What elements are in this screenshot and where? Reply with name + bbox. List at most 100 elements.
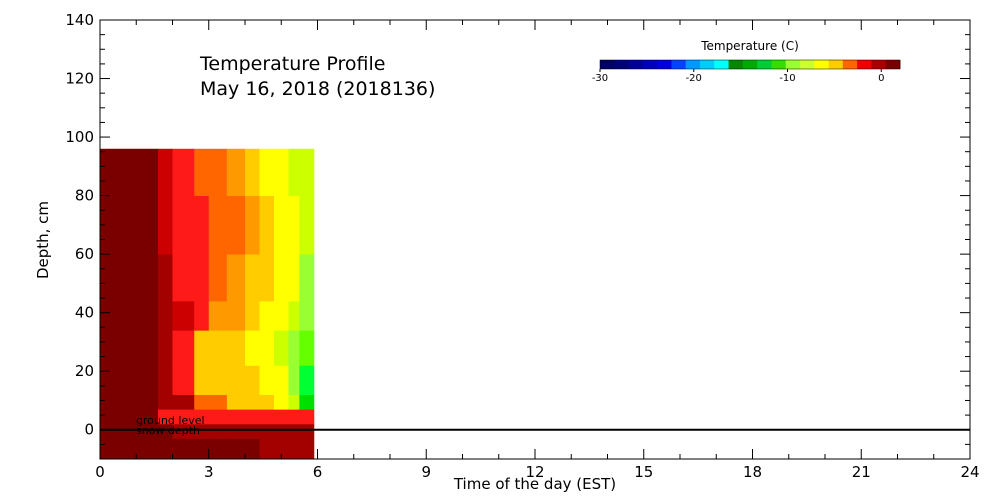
colorbar-border xyxy=(599,59,901,70)
heatmap-cell xyxy=(259,148,275,196)
x-axis-title: Time of the day (EST) xyxy=(453,475,616,493)
heatmap-cell xyxy=(288,254,300,302)
heatmap-cell xyxy=(172,365,195,396)
heatmap-cell xyxy=(274,423,289,439)
heatmap-cell xyxy=(172,254,195,302)
heatmap-cell xyxy=(158,394,173,410)
heatmap-cell xyxy=(288,148,300,196)
colorbar: Temperature (C) -30 -20 -10 0 xyxy=(592,39,901,84)
heatmap-cell xyxy=(100,394,159,410)
heatmap-cell xyxy=(259,330,275,366)
heatmap-cell xyxy=(245,330,260,366)
heatmap-cell xyxy=(172,330,195,366)
y-tick-label: 20 xyxy=(75,362,94,380)
colorbar-swatch xyxy=(814,60,829,69)
colorbar-swatch xyxy=(700,60,715,69)
heatmap-cell xyxy=(100,254,159,302)
heatmap-cell xyxy=(100,365,159,396)
x-tick-label: 12 xyxy=(525,463,544,481)
heatmap-cell xyxy=(158,409,173,425)
heatmap-cell xyxy=(208,365,228,396)
y-tick-label: 120 xyxy=(65,70,94,88)
heatmap-cell xyxy=(259,423,275,439)
colorbar-swatch xyxy=(671,60,687,69)
colorbar-title: Temperature (C) xyxy=(700,39,799,53)
heatmap-cell xyxy=(100,438,159,460)
colorbar-tick-label: 0 xyxy=(878,73,884,84)
heatmap-cell xyxy=(208,254,228,302)
heatmap-cell xyxy=(288,394,300,410)
heatmap-cell xyxy=(274,330,289,366)
heatmap-cell xyxy=(158,365,173,396)
heatmap-cell xyxy=(158,423,173,439)
heatmap-cell xyxy=(172,438,195,460)
heatmap-cell xyxy=(194,330,210,366)
heatmap-cell xyxy=(245,254,260,302)
heatmap-cell xyxy=(299,365,315,396)
y-tick-label: 140 xyxy=(65,11,94,29)
colorbar-swatch xyxy=(757,60,772,69)
heatmap-cell xyxy=(245,438,260,460)
heatmap-cell xyxy=(100,148,159,196)
heatmap-cell xyxy=(226,394,246,410)
heatmap-cell xyxy=(194,254,210,302)
x-tick-label: 15 xyxy=(634,463,653,481)
heatmap-cell xyxy=(158,195,173,255)
y-tick-label: 80 xyxy=(75,187,94,205)
heatmap-cell xyxy=(208,148,228,196)
colorbar-swatch xyxy=(685,60,701,69)
heatmap-cell xyxy=(208,409,228,425)
heatmap-cell xyxy=(259,409,275,425)
axis-tick-labels: 0 3 6 9 12 15 18 21 24 0 20 40 60 80 100 120 140 xyxy=(65,11,979,481)
heatmap-cell xyxy=(100,409,159,425)
heatmap-cell xyxy=(208,438,228,460)
colorbar-swatch xyxy=(714,60,729,69)
y-axis-title: Depth, cm xyxy=(34,201,52,279)
heatmap-cell xyxy=(274,438,289,460)
heatmap-cell xyxy=(226,438,246,460)
colorbar-swatch xyxy=(800,60,815,69)
snow-depth-annotation: snow depth xyxy=(136,424,200,437)
heatmap-cell xyxy=(299,300,315,331)
colorbar-swatch xyxy=(614,60,629,69)
heatmap-cell xyxy=(194,195,210,255)
y-tick-label: 100 xyxy=(65,128,94,146)
x-tick-label: 9 xyxy=(421,463,431,481)
heatmap-cell xyxy=(194,148,210,196)
heatmap-cell xyxy=(288,195,300,255)
colorbar-ticks: -30 -20 -10 0 xyxy=(592,69,884,84)
heatmap-cell xyxy=(172,394,195,410)
heatmap-cell xyxy=(208,300,228,331)
heatmap-cell xyxy=(172,195,195,255)
heatmap-cell xyxy=(259,365,275,396)
heatmap-cell xyxy=(172,300,195,331)
colorbar-swatch xyxy=(857,60,872,69)
heatmap-cell xyxy=(208,195,228,255)
heatmap-cell xyxy=(274,195,289,255)
colorbar-swatch xyxy=(728,60,744,69)
x-tick-label: 24 xyxy=(960,463,979,481)
heatmap-cell xyxy=(288,423,300,439)
heatmap-cell xyxy=(158,254,173,302)
colorbar-swatch xyxy=(628,60,644,69)
heatmap-cell xyxy=(100,330,159,366)
heatmap-cell xyxy=(245,365,260,396)
colorbar-swatch xyxy=(600,60,615,69)
heatmap-cell xyxy=(194,365,210,396)
heatmap-cell xyxy=(288,300,300,331)
colorbar-tick-label: -30 xyxy=(592,73,608,84)
heatmap-cell xyxy=(299,423,315,439)
x-tick-label: 3 xyxy=(204,463,214,481)
colorbar-tick-label: -20 xyxy=(686,73,702,84)
heatmap-cell xyxy=(158,438,173,460)
heatmap-cell xyxy=(172,409,195,425)
colorbar-swatches xyxy=(599,59,901,70)
heatmap-cell xyxy=(259,195,275,255)
colorbar-swatch xyxy=(642,60,658,69)
chart-title-line-2: May 16, 2018 (2018136) xyxy=(200,78,435,100)
heatmap-cell xyxy=(288,365,300,396)
heatmap-cell xyxy=(194,423,210,439)
colorbar-swatch xyxy=(828,60,844,69)
heatmap-cell xyxy=(274,148,289,196)
